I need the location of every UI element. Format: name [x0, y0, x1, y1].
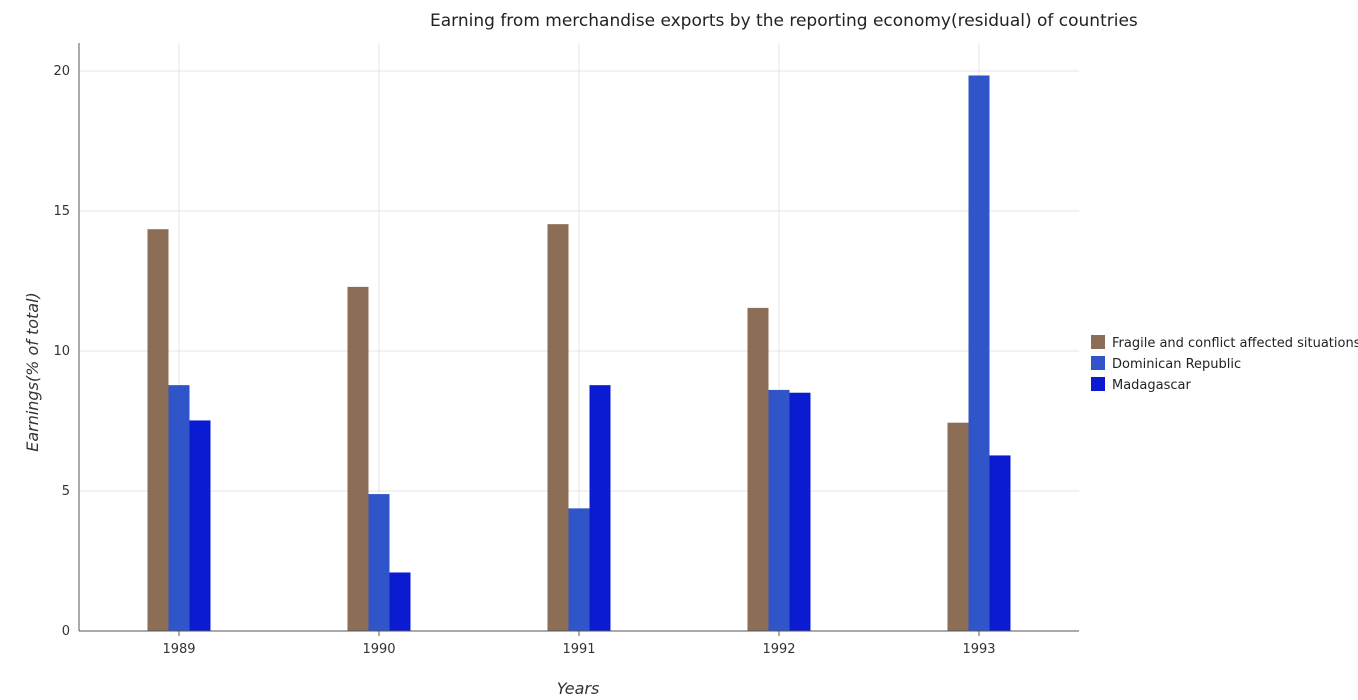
legend-swatch [1091, 377, 1105, 391]
y-tick-label: 20 [53, 64, 70, 79]
x-tick-label: 1993 [962, 642, 995, 657]
bar-madagascar-1991 [589, 385, 611, 631]
x-axis-label: Years [557, 679, 600, 698]
legend-swatch [1091, 335, 1105, 349]
bars-layer [147, 75, 1011, 632]
y-tick-label: 10 [53, 344, 70, 359]
y-tick-label: 15 [53, 204, 70, 219]
y-tick-label: 0 [62, 624, 70, 639]
legend-label: Fragile and conflict affected situations [1112, 336, 1358, 351]
bar-dominican-republic-1993 [968, 75, 990, 632]
legend-label: Dominican Republic [1112, 357, 1241, 372]
legend-swatch [1091, 356, 1105, 370]
y-tick-label: 5 [62, 484, 70, 499]
bar-dominican-republic-1989 [168, 385, 190, 631]
bar-dominican-republic-1992 [768, 389, 790, 631]
x-tick-label: 1990 [362, 642, 395, 657]
bar-fragile-and-conflict-affected-situations-1990 [347, 286, 369, 631]
bar-dominican-republic-1990 [368, 494, 390, 631]
bar-dominican-republic-1991 [568, 508, 590, 631]
chart-title: Earning from merchandise exports by the … [430, 11, 1138, 31]
x-tick-label: 1991 [562, 642, 595, 657]
bar-fragile-and-conflict-affected-situations-1989 [147, 229, 169, 631]
axes-layer: 0 5 10 15 20 1989 1990 1991 1992 1993 [53, 43, 1079, 657]
x-tick-label: 1989 [162, 642, 195, 657]
bar-madagascar-1993 [989, 455, 1011, 631]
bar-madagascar-1990 [389, 572, 411, 631]
y-axis-label: Earnings(% of total) [23, 292, 42, 452]
bar-fragile-and-conflict-affected-situations-1992 [747, 307, 769, 631]
legend-label: Madagascar [1112, 378, 1192, 393]
bar-fragile-and-conflict-affected-situations-1991 [547, 224, 569, 631]
bar-madagascar-1992 [789, 392, 811, 631]
legend: Fragile and conflict affected situations… [1091, 335, 1358, 393]
x-tick-label: 1992 [762, 642, 795, 657]
bar-fragile-and-conflict-affected-situations-1993 [947, 422, 969, 631]
bar-madagascar-1989 [189, 420, 211, 631]
